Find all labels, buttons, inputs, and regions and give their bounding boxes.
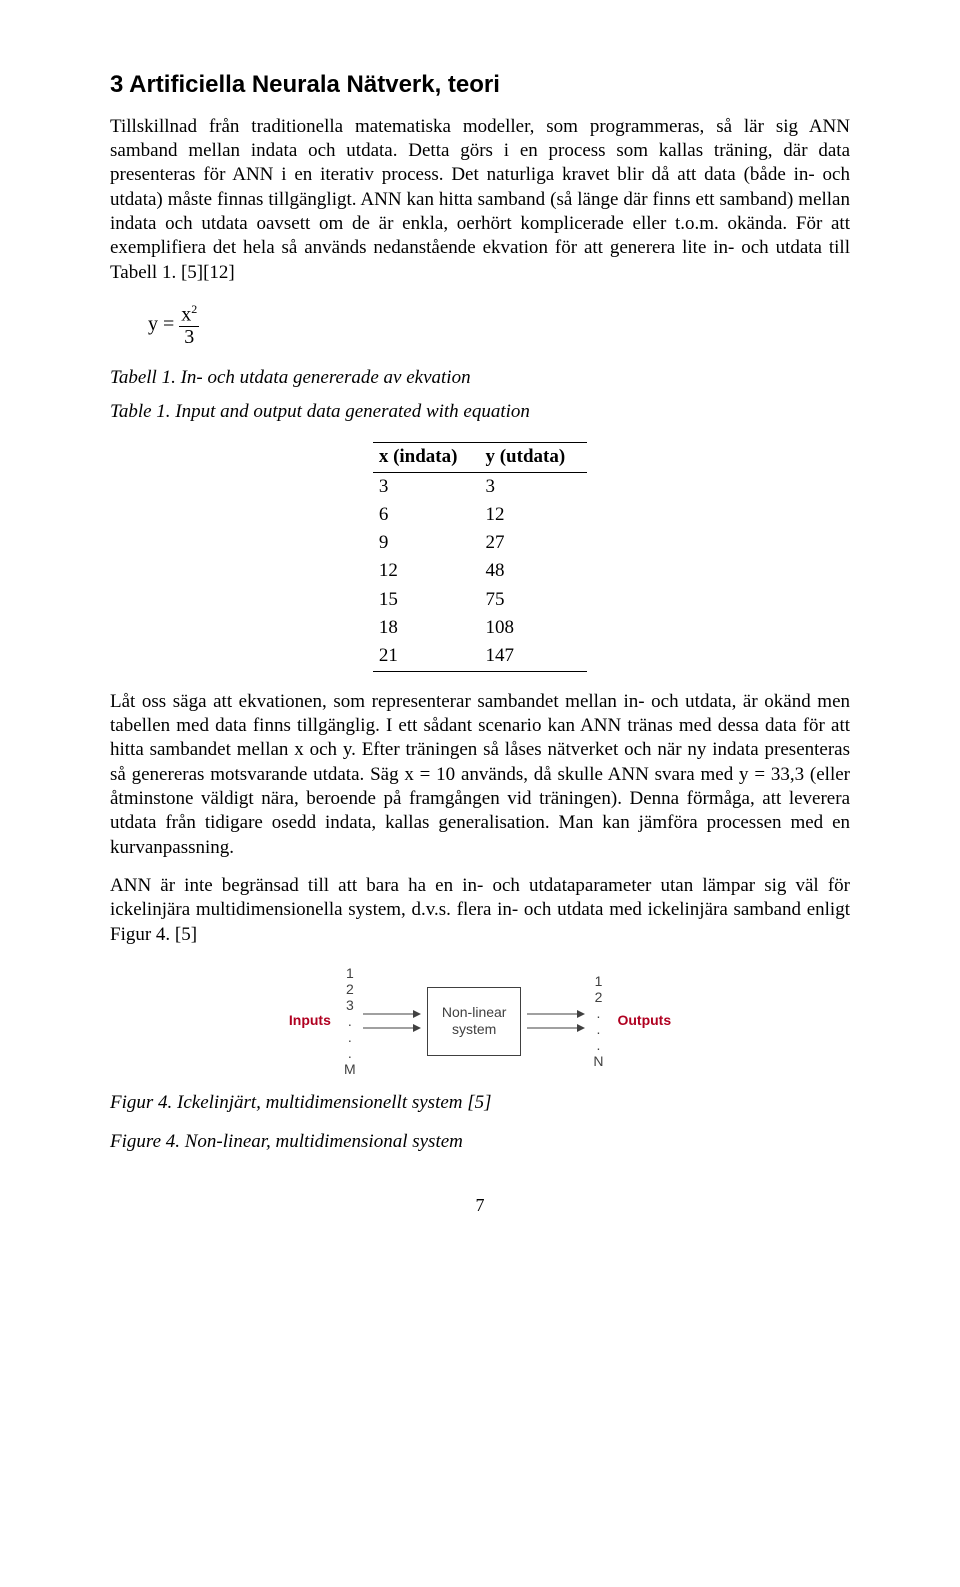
output-item: 1 — [595, 973, 603, 989]
system-box: Non-linear system — [427, 987, 522, 1056]
data-table: x (indata) y (utdata) 33 612 927 1248 15… — [373, 442, 587, 672]
cell-y: 108 — [479, 614, 587, 642]
cell-x: 9 — [373, 529, 480, 557]
equation-numerator-base: x — [181, 304, 191, 326]
input-item: M — [344, 1061, 356, 1077]
output-arrows — [525, 1007, 587, 1035]
equation-fraction: x2 3 — [179, 303, 199, 348]
arrow-icon — [525, 1007, 587, 1021]
cell-y: 12 — [479, 501, 587, 529]
arrow-icon — [361, 1007, 423, 1021]
cell-y: 147 — [479, 642, 587, 671]
table-row: 33 — [373, 472, 587, 501]
output-item: . — [597, 1021, 601, 1037]
figure-caption: Figure 4. Non-linear, multidimensional s… — [110, 1130, 850, 1154]
cell-y: 75 — [479, 586, 587, 614]
box-line2: system — [442, 1021, 507, 1039]
figur-caption: Figur 4. Ickelinjärt, multidimensionellt… — [110, 1091, 850, 1115]
arrow-icon — [361, 1021, 423, 1035]
table-row: 927 — [373, 529, 587, 557]
table-row: 1575 — [373, 586, 587, 614]
equation-lhs: y = — [148, 313, 174, 335]
table-header-y: y (utdata) — [479, 443, 587, 472]
cell-x: 6 — [373, 501, 480, 529]
input-item: 3 — [346, 997, 354, 1013]
table-header-x: x (indata) — [373, 443, 480, 472]
cell-y: 3 — [479, 472, 587, 501]
table-row: 18108 — [373, 614, 587, 642]
paragraph-multidimensional: ANN är inte begränsad till att bara ha e… — [110, 874, 850, 947]
equation: y = x2 3 — [148, 303, 850, 348]
paragraph-discussion: Låt oss säga att ekvationen, som represe… — [110, 690, 850, 860]
tabell-caption: Tabell 1. In- och utdata genererade av e… — [110, 366, 850, 390]
cell-x: 18 — [373, 614, 480, 642]
input-arrows — [361, 1007, 423, 1035]
output-item: N — [593, 1053, 603, 1069]
cell-y: 48 — [479, 557, 587, 585]
outputs-label: Outputs — [609, 1012, 679, 1030]
inputs-column: 1 2 3 . . . M — [339, 965, 361, 1078]
table-row: 21147 — [373, 642, 587, 671]
input-item: 1 — [346, 965, 354, 981]
box-line1: Non-linear — [442, 1004, 507, 1022]
input-item: . — [348, 1013, 352, 1029]
arrow-icon — [525, 1021, 587, 1035]
output-item: 2 — [595, 989, 603, 1005]
equation-denominator: 3 — [179, 327, 199, 348]
input-item: . — [348, 1029, 352, 1045]
cell-x: 21 — [373, 642, 480, 671]
input-item: . — [348, 1045, 352, 1061]
cell-x: 15 — [373, 586, 480, 614]
cell-x: 3 — [373, 472, 480, 501]
cell-x: 12 — [373, 557, 480, 585]
output-item: . — [597, 1005, 601, 1021]
table-caption: Table 1. Input and output data generated… — [110, 400, 850, 424]
page-number: 7 — [110, 1194, 850, 1217]
system-diagram: Inputs 1 2 3 . . . M Non-linear system 1… — [281, 965, 679, 1078]
paragraph-intro: Tillskillnad från traditionella matemati… — [110, 115, 850, 285]
table-row: 1248 — [373, 557, 587, 585]
section-heading: 3 Artificiella Neurala Nätverk, teori — [110, 70, 850, 101]
table-row: 612 — [373, 501, 587, 529]
inputs-label: Inputs — [281, 1012, 339, 1030]
cell-y: 27 — [479, 529, 587, 557]
outputs-column: 1 2 . . . N — [587, 973, 609, 1070]
output-item: . — [597, 1037, 601, 1053]
input-item: 2 — [346, 981, 354, 997]
equation-numerator-exp: 2 — [191, 302, 197, 316]
